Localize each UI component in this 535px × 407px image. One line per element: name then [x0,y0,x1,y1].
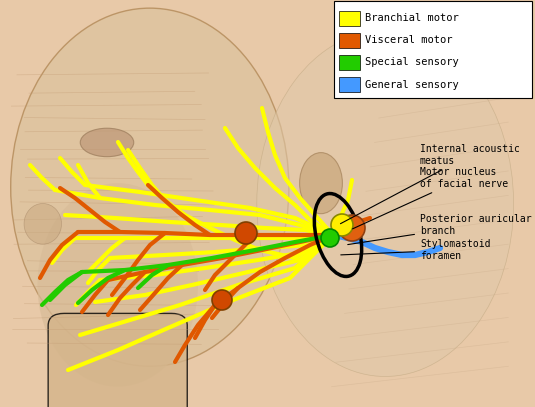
FancyBboxPatch shape [339,33,360,48]
Text: Posterior auricular
branch: Posterior auricular branch [348,214,532,245]
Ellipse shape [11,8,289,366]
Ellipse shape [212,290,232,310]
Ellipse shape [80,128,134,157]
Ellipse shape [257,31,514,376]
Text: Branchial motor: Branchial motor [365,13,458,23]
FancyBboxPatch shape [339,77,360,92]
Text: Stylomastoid
foramen: Stylomastoid foramen [341,239,491,261]
Ellipse shape [321,229,339,247]
Ellipse shape [331,214,353,236]
Text: Visceral motor: Visceral motor [365,35,452,45]
FancyBboxPatch shape [334,1,532,98]
FancyBboxPatch shape [339,55,360,70]
Ellipse shape [300,153,342,214]
Text: General sensory: General sensory [365,79,458,90]
Text: Special sensory: Special sensory [365,57,458,68]
FancyBboxPatch shape [48,313,187,407]
Ellipse shape [24,204,62,244]
Ellipse shape [235,222,257,244]
Ellipse shape [339,215,365,241]
Text: Motor nucleus
of facial nerve: Motor nucleus of facial nerve [353,167,508,229]
Text: Internal acoustic
meatus: Internal acoustic meatus [340,144,520,224]
FancyBboxPatch shape [339,11,360,26]
Ellipse shape [37,183,198,387]
